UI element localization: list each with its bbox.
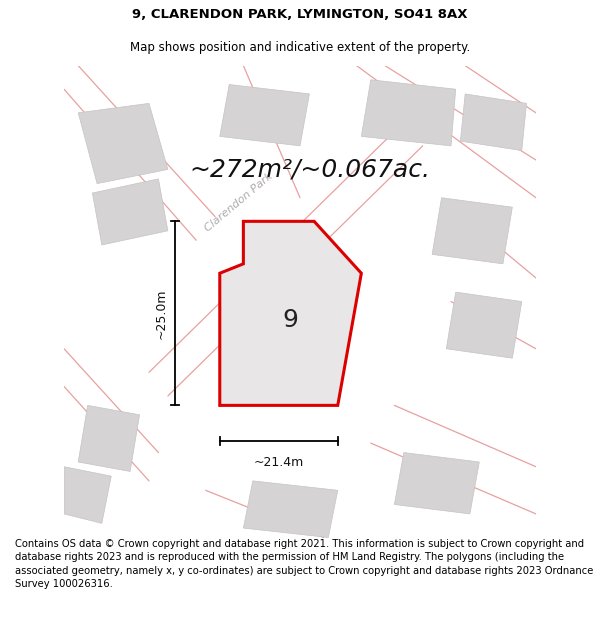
Polygon shape bbox=[361, 80, 456, 146]
Polygon shape bbox=[220, 84, 310, 146]
Text: ~25.0m: ~25.0m bbox=[154, 288, 167, 339]
Polygon shape bbox=[394, 452, 479, 514]
Polygon shape bbox=[446, 292, 522, 358]
Polygon shape bbox=[64, 467, 111, 523]
Polygon shape bbox=[78, 103, 168, 184]
Polygon shape bbox=[78, 406, 140, 471]
Polygon shape bbox=[92, 179, 168, 245]
Text: ~272m²/~0.067ac.: ~272m²/~0.067ac. bbox=[189, 158, 430, 181]
Text: 9: 9 bbox=[283, 308, 299, 332]
Text: Contains OS data © Crown copyright and database right 2021. This information is : Contains OS data © Crown copyright and d… bbox=[15, 539, 593, 589]
Polygon shape bbox=[432, 198, 512, 264]
Text: ~21.4m: ~21.4m bbox=[254, 456, 304, 469]
Polygon shape bbox=[220, 221, 361, 406]
Polygon shape bbox=[460, 94, 527, 151]
Text: Clarendon Park: Clarendon Park bbox=[203, 171, 275, 234]
Text: 9, CLARENDON PARK, LYMINGTON, SO41 8AX: 9, CLARENDON PARK, LYMINGTON, SO41 8AX bbox=[132, 8, 468, 21]
Polygon shape bbox=[244, 481, 338, 538]
Text: Map shows position and indicative extent of the property.: Map shows position and indicative extent… bbox=[130, 41, 470, 54]
